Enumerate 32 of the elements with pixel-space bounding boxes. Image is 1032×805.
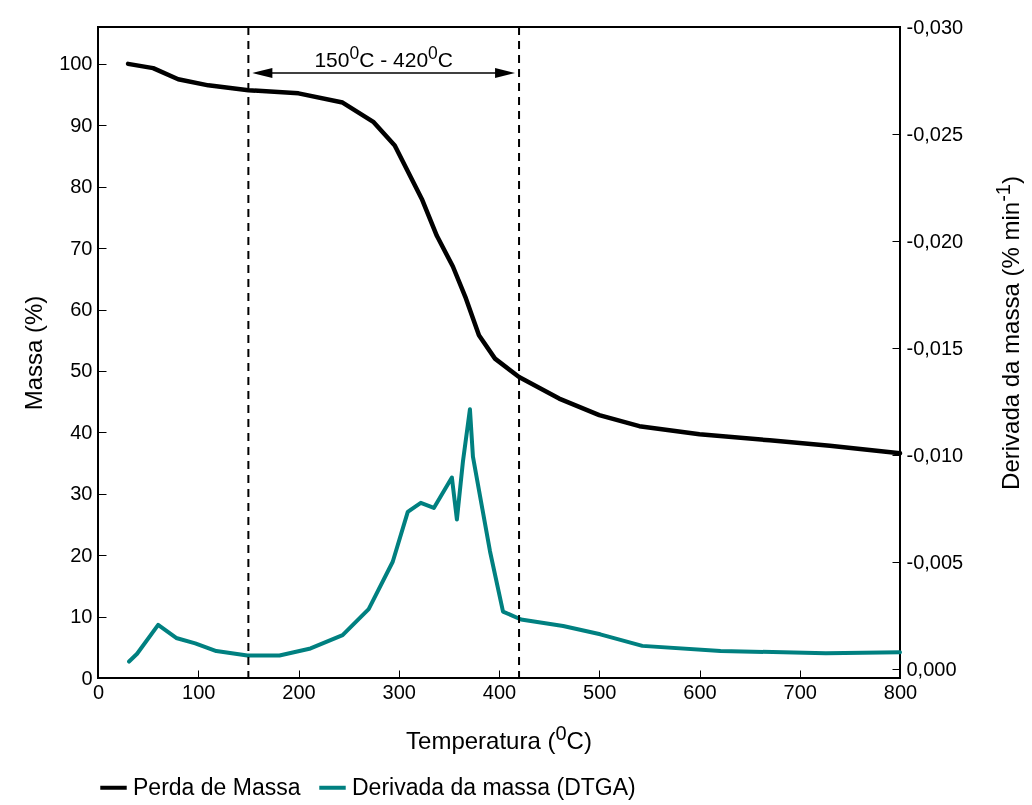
y-tick-label: 50: [70, 359, 93, 382]
y2-tick-label: -0,025: [906, 122, 964, 145]
y-tick-label: 90: [70, 113, 93, 136]
y2-tick-label: -0,015: [906, 336, 964, 359]
x-tick-label: 200: [282, 680, 316, 703]
legend-label: Perda de Massa: [133, 773, 301, 800]
x-axis-title: Temperatura ($^{0}$C): [406, 721, 592, 755]
y2-tick-label: 0,000: [906, 657, 957, 680]
y-tick-label: 20: [70, 543, 93, 566]
x-tick-label: 700: [783, 680, 817, 703]
x-tick-label: 800: [883, 680, 918, 703]
y2-tick-label: -0,010: [906, 443, 964, 466]
x-tick-label: 600: [683, 680, 717, 703]
y-tick-label: 60: [70, 298, 93, 321]
y-axis-title: Massa (%): [20, 295, 48, 411]
y-tick-label: 10: [70, 605, 93, 628]
y2-tick-label: -0,030: [906, 15, 964, 38]
y-tick-label: 40: [70, 420, 93, 443]
y-tick-label: 0: [81, 666, 93, 689]
legend-label: Derivada da massa (DTGA): [352, 773, 636, 800]
x-tick-label: 300: [382, 680, 416, 703]
y2-tick-label: -0,020: [906, 229, 964, 252]
y-tick-label: 100: [59, 52, 93, 75]
y-tick-label: 30: [70, 482, 93, 505]
y-tick-label: 70: [70, 236, 93, 259]
line-series: [127, 407, 902, 664]
y-tick-label: 80: [70, 175, 93, 198]
x-tick-label: 400: [482, 680, 517, 703]
y2-tick-label: -0,005: [906, 550, 964, 573]
annotation: 150$^{0}$C - 420$^{0}$C: [314, 42, 453, 72]
x-tick-label: 100: [182, 680, 216, 703]
x-tick-label: 500: [583, 680, 617, 703]
